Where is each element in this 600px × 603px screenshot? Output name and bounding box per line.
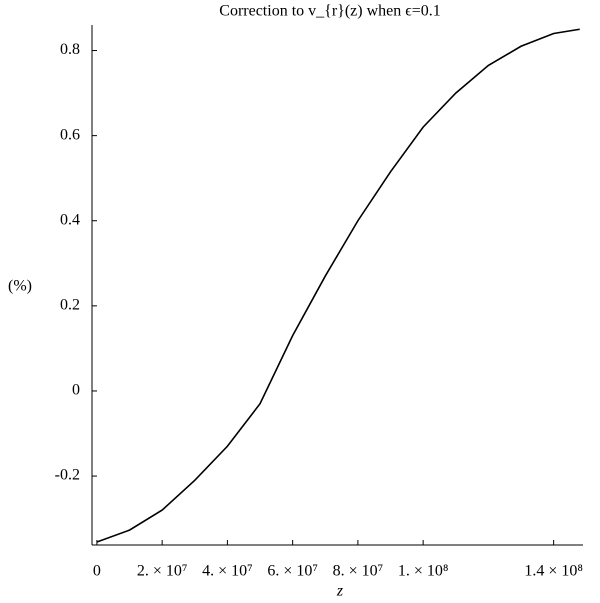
x-tick-label: 4. × 10⁷ <box>202 563 253 580</box>
x-tick-label: 8. × 10⁷ <box>333 563 384 580</box>
y-tick-label: 0 <box>72 382 80 399</box>
x-tick-label: 6. × 10⁷ <box>267 563 318 580</box>
data-line <box>96 28 580 543</box>
x-tick-label: 1.4 × 10⁸ <box>524 563 583 580</box>
y-tick-label: 0.8 <box>60 41 80 58</box>
x-tick-label: 0 <box>93 563 101 580</box>
x-axis-label: z <box>336 583 344 600</box>
y-tick-label: 0.6 <box>60 126 80 143</box>
y-tick-label: 0.2 <box>60 297 80 314</box>
x-tick-label: 1. × 10⁸ <box>398 563 449 580</box>
y-tick-label: 0.4 <box>60 211 80 228</box>
x-tick-label: 2. × 10⁷ <box>137 563 188 580</box>
chart-title: Correction to v_{r}(z) when ϵ=0.1 <box>219 3 440 20</box>
y-tick-label: -0.2 <box>55 467 80 484</box>
y-axis-label: (%) <box>8 278 32 295</box>
